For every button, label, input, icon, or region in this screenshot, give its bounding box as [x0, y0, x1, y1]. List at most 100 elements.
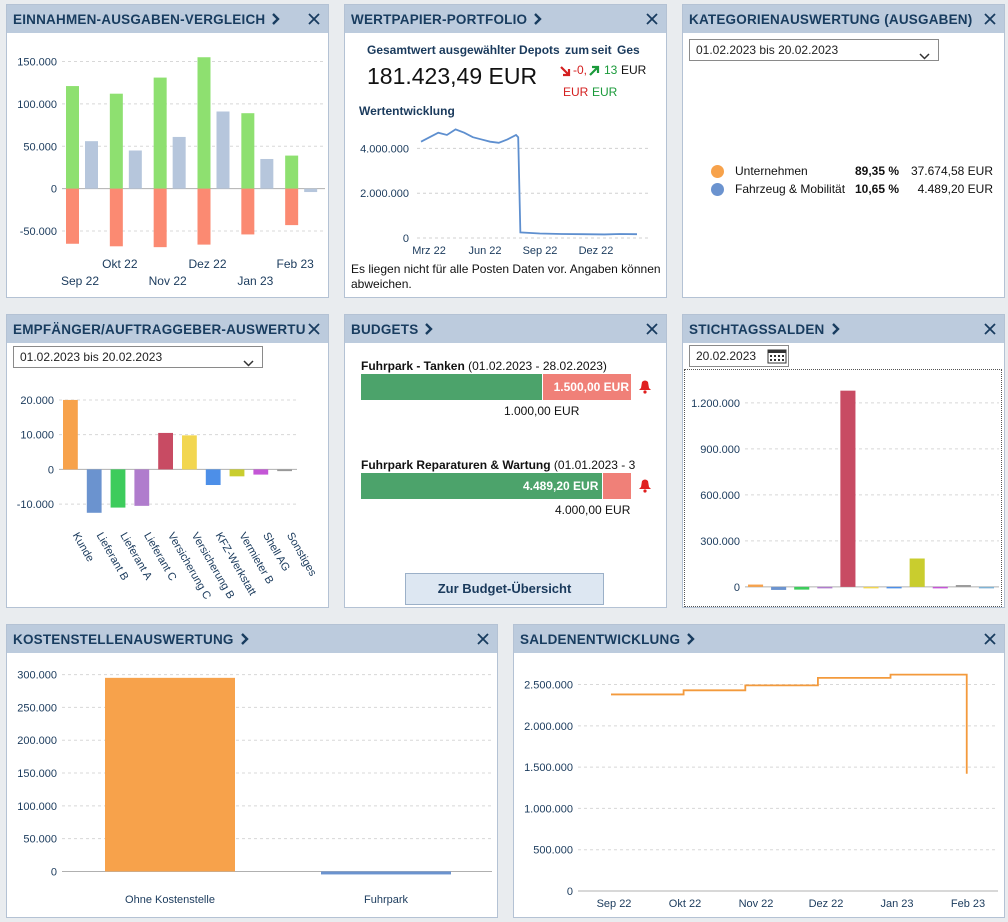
currency-red: EUR: [563, 85, 589, 99]
close-icon[interactable]: [983, 12, 997, 26]
bell-icon: [638, 379, 652, 399]
bar: [794, 586, 810, 590]
close-icon[interactable]: [307, 12, 321, 26]
bar: [771, 586, 787, 590]
close-icon[interactable]: [645, 12, 659, 26]
date-range-select[interactable]: 01.02.2023 bis 20.02.2023: [13, 346, 263, 368]
legend-row[interactable]: Unternehmen 89,35 % 37.674,58 EUR: [711, 163, 1001, 181]
bar: [182, 435, 197, 470]
col-zum: zum: [565, 43, 589, 57]
close-icon[interactable]: [476, 632, 490, 646]
y-tick-label: 50.000: [23, 834, 57, 846]
change-negative: -0,: [573, 63, 588, 77]
bar: [134, 469, 150, 506]
bar-ausgaben: [241, 188, 255, 235]
chevron-down-icon: [919, 46, 930, 66]
budget-bar: 4.489,20 EUR: [361, 473, 631, 499]
widget-payee-analysis: EMPFÄNGER/AUFTRAGGEBER-AUSWERTUNG 01.02.…: [6, 314, 329, 608]
bar-ausgaben: [109, 188, 123, 247]
widget-balance-development: SALDENENTWICKLUNG 2.500.000 2.000.000 1.50…: [513, 624, 1005, 918]
widget-cost-center: KOSTENSTELLENAUSWERTUNG 300.000 250.000 20…: [6, 624, 498, 918]
widget-title[interactable]: STICHTAGSSALDEN: [689, 321, 825, 337]
x-tick-label: Jan 23: [880, 898, 913, 910]
legend-row[interactable]: Fahrzeug & Mobilität 10,65 % 4.489,20 EU…: [711, 181, 1001, 199]
legend-dot-icon: [711, 183, 724, 196]
y-tick-label: 150.000: [17, 56, 57, 68]
bar: [158, 432, 173, 470]
close-icon[interactable]: [983, 632, 997, 646]
widget-header[interactable]: KATEGORIENAUSWERTUNG (AUSGABEN): [683, 5, 1004, 33]
widget-title[interactable]: KATEGORIENAUSWERTUNG (AUSGABEN): [689, 11, 973, 27]
widget-title[interactable]: BUDGETS: [351, 321, 419, 337]
arrow-down-icon: [559, 64, 571, 82]
bar-saldo: [216, 111, 230, 189]
budget-bar-overrun: [543, 374, 631, 400]
chevron-right-icon[interactable]: [831, 323, 840, 335]
bar: [840, 390, 856, 587]
widget-title[interactable]: KOSTENSTELLENAUSWERTUNG: [13, 631, 234, 647]
widget-portfolio: WERTPAPIER-PORTFOLIO Gesamtwert ausgewäh…: [344, 4, 667, 298]
budget-item[interactable]: Fuhrpark - Tanken (01.02.2023 - 28.02.20…: [361, 359, 661, 439]
widget-header[interactable]: BUDGETS: [345, 315, 666, 343]
date-range-select[interactable]: 01.02.2023 bis 20.02.2023: [689, 39, 939, 61]
y-tick-label: 100.000: [17, 801, 57, 813]
x-tick-label: Nov 22: [149, 274, 187, 288]
bar-saldo: [304, 188, 318, 193]
close-icon[interactable]: [307, 322, 321, 336]
widget-header[interactable]: SALDENENTWICKLUNG: [514, 625, 1004, 653]
performance-title: Wertentwicklung: [359, 104, 455, 118]
y-tick-label: 250.000: [17, 702, 57, 714]
x-tick-label: Nov 22: [739, 898, 774, 910]
chevron-right-icon[interactable]: [424, 323, 434, 335]
widget-header[interactable]: WERTPAPIER-PORTFOLIO: [345, 5, 666, 33]
widget-title[interactable]: EMPFÄNGER/AUFTRAGGEBER-AUSWERTUNG: [13, 321, 305, 337]
date-input[interactable]: 20.02.2023: [689, 345, 789, 367]
budget-spent: 1.500,00 EUR: [553, 380, 629, 394]
chevron-right-icon[interactable]: [686, 633, 695, 645]
x-tick-label: Sonstiges: [284, 531, 319, 579]
widget-header[interactable]: KOSTENSTELLENAUSWERTUNG: [7, 625, 497, 653]
y-tick-label: 0: [48, 464, 54, 476]
widget-header[interactable]: STICHTAGSSALDEN: [683, 315, 1004, 343]
widget-header[interactable]: EINNAHMEN-AUSGABEN-VERGLEICH: [7, 5, 328, 33]
bar: [229, 469, 245, 477]
legend-pct: 10,65 %: [855, 182, 900, 196]
x-tick-label: Sep 22: [523, 245, 558, 257]
chevron-right-icon[interactable]: [240, 633, 249, 645]
widget-header[interactable]: EMPFÄNGER/AUFTRAGGEBER-AUSWERTUNG: [7, 315, 328, 343]
chevron-right-icon[interactable]: [533, 13, 542, 25]
arrow-up-icon: [588, 64, 600, 82]
widget-title[interactable]: SALDENENTWICKLUNG: [520, 631, 681, 647]
chevron-right-icon[interactable]: [271, 13, 281, 25]
budget-bar-limit: [361, 374, 542, 400]
date-value: 20.02.2023: [696, 349, 757, 363]
bar-einnahmen: [241, 113, 255, 189]
legend-name: Unternehmen: [735, 164, 808, 178]
col-seit: seit: [591, 43, 612, 57]
bar: [321, 871, 451, 875]
balance-line-chart: 2.500.000 2.000.000 1.500.000 1.000.000 500.…: [524, 673, 998, 910]
x-tick-label: Okt 22: [102, 257, 138, 271]
change-positive: 13: [604, 63, 618, 77]
bar: [863, 586, 879, 589]
chart-frame: [684, 369, 1002, 607]
bar: [86, 469, 102, 513]
close-icon[interactable]: [983, 322, 997, 336]
legend-amount: 4.489,20 EUR: [917, 182, 993, 196]
legend-pct: 89,35 %: [855, 164, 900, 178]
widget-title[interactable]: WERTPAPIER-PORTFOLIO: [351, 11, 528, 27]
budget-item[interactable]: Fuhrpark Reparaturen & Wartung (01.01.20…: [361, 458, 661, 538]
bar-ausgaben: [285, 188, 299, 226]
budget-overview-button[interactable]: Zur Budget-Übersicht: [405, 573, 604, 605]
y-tick-label: 200.000: [17, 735, 57, 747]
y-tick-label: 4.000.000: [360, 143, 409, 155]
portfolio-header-label: Gesamtwert ausgewählter Depots: [367, 43, 560, 57]
widget-title[interactable]: EINNAHMEN-AUSGABEN-VERGLEICH: [13, 11, 266, 27]
currency-green: EUR: [592, 85, 618, 99]
budget-name: Fuhrpark Reparaturen & Wartung: [361, 458, 551, 472]
bar: [205, 469, 221, 486]
income-expense-chart: 150.000 100.000 50.000 0 -50.000 Okt 22 Dez 22…: [17, 56, 325, 288]
close-icon[interactable]: [645, 322, 659, 336]
calendar-icon[interactable]: [767, 348, 787, 370]
